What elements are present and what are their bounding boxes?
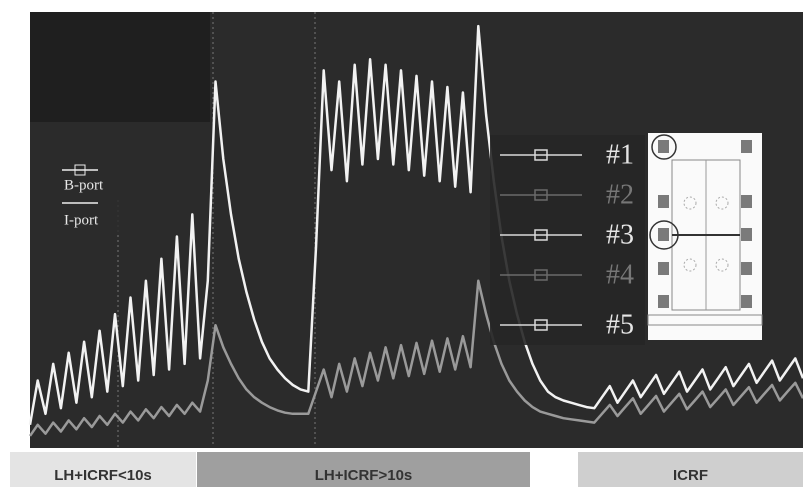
port-legend: #1 #2 #3 #4 #5 (490, 135, 645, 345)
traces (28, 24, 803, 437)
phase-label: LH+ICRF>10s (315, 467, 413, 484)
legend: B-port I-port (52, 135, 132, 235)
port-label: #2 (606, 179, 634, 210)
legend-label: I-port (64, 212, 99, 228)
legend-label: B-port (64, 177, 104, 193)
inset-circles (683, 196, 729, 272)
phase-bar: LH+ICRF<10s LH+ICRF>10s ICRF (10, 452, 803, 487)
port-marker (534, 229, 548, 241)
phase-label: LH+ICRF<10s (54, 467, 152, 484)
port-marker (534, 189, 548, 201)
port-box (490, 135, 645, 345)
port-marker (534, 269, 548, 281)
legend-box (52, 135, 132, 235)
port-label: #4 (606, 259, 634, 290)
inset-diagram (647, 133, 763, 340)
port-label: #1 (606, 139, 634, 170)
phase-label: ICRF (673, 467, 708, 484)
inset-highlight (651, 134, 677, 160)
plot-shade (30, 12, 210, 122)
series-line (28, 279, 803, 437)
port-label: #3 (606, 219, 634, 250)
phase-box (197, 452, 530, 487)
phase-box (10, 452, 196, 487)
port-marker (534, 149, 548, 161)
legend-marker (74, 164, 86, 176)
port-label: #5 (606, 309, 634, 340)
inset-squares (658, 140, 752, 308)
phase-box (578, 452, 803, 487)
port-marker (534, 319, 548, 331)
inset-strip (647, 314, 763, 326)
series-line (28, 24, 803, 426)
